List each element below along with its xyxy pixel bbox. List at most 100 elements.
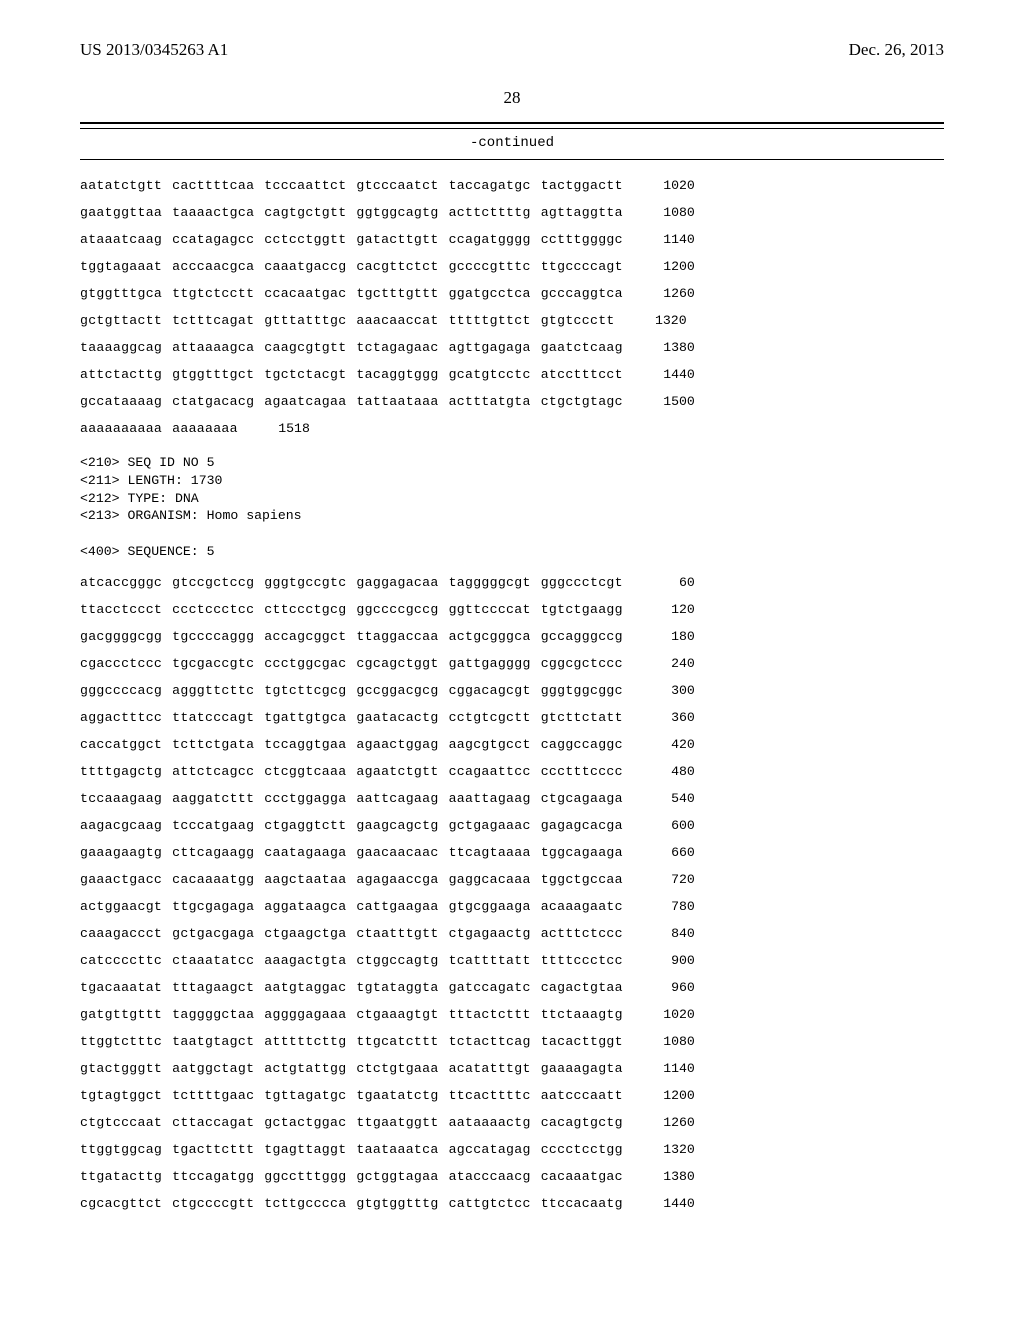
sequence-group: gtggtttgca <box>80 286 162 301</box>
sequence-group: gaggagacaa <box>356 575 438 590</box>
sequence-groups: tgtagtggcttcttttgaactgttagatgctgaatatctg… <box>80 1088 623 1103</box>
sequence-groups: tggtagaaatacccaacgcacaaatgaccgcacgttctct… <box>80 259 623 274</box>
sequence-group: atcaccgggc <box>80 575 162 590</box>
sequence-group: tacacttggt <box>541 1034 623 1049</box>
sequence-group: gaggcacaaa <box>449 872 531 887</box>
sequence-group: taataaatca <box>356 1142 438 1157</box>
sequence-group: caatagaaga <box>264 845 346 860</box>
sequence-group: gctgttactt <box>80 313 162 328</box>
sequence-group: gaaagaagtg <box>80 845 162 860</box>
sequence-group: ttacctccct <box>80 602 162 617</box>
sequence-group: gtactgggtt <box>80 1061 162 1076</box>
sequence-position: 1380 <box>651 340 695 355</box>
sequence-groups: gccataaaagctatgacacgagaatcagaatattaataaa… <box>80 394 623 409</box>
sequence-metadata: <210> SEQ ID NO 5 <211> LENGTH: 1730 <21… <box>80 454 944 561</box>
sequence-group: ggatgcctca <box>449 286 531 301</box>
sequence-row: gaatggttaataaaactgcacagtgctgttggtggcagtg… <box>80 205 944 220</box>
continued-label: -continued <box>80 131 944 160</box>
sequence-position: 960 <box>651 980 695 995</box>
sequence-group: tgttagatgc <box>264 1088 346 1103</box>
sequence-position: 1260 <box>651 1115 695 1130</box>
sequence-group: ggccccgccg <box>356 602 438 617</box>
sequence-group: gaatggttaa <box>80 205 162 220</box>
sequence-group: gtgtggtttg <box>356 1196 438 1211</box>
sequence-group: gtggtttgct <box>172 367 254 382</box>
sequence-row: aagacgcaagtcccatgaagctgaggtcttgaagcagctg… <box>80 818 944 833</box>
sequence-group: aagctaataa <box>264 872 346 887</box>
sequence-row: gctgttactttctttcagatgtttatttgcaaacaaccat… <box>80 313 944 328</box>
sequence-group: tgtataggta <box>356 980 438 995</box>
sequence-group: ctgaggtctt <box>264 818 346 833</box>
sequence-group: aaagactgta <box>264 953 346 968</box>
sequence-group: attctacttg <box>80 367 162 382</box>
sequence-group: gccggacgcg <box>356 683 438 698</box>
sequence-row: aatatctgttcacttttcaatcccaattctgtcccaatct… <box>80 178 944 193</box>
sequence-group: agagaaccga <box>356 872 438 887</box>
sequence-group: ctgagaactg <box>449 926 531 941</box>
sequence-group: gtgtccctt <box>541 313 615 328</box>
sequence-group: aaattagaag <box>449 791 531 806</box>
sequence-group: tcttttgaac <box>172 1088 254 1103</box>
sequence-group: ctgcagaaga <box>541 791 623 806</box>
sequence-group: agaactggag <box>356 737 438 752</box>
sequence-groups: taaaaggcagattaaaagcacaagcgtgtttctagagaac… <box>80 340 623 355</box>
sequence-position: 1080 <box>651 205 695 220</box>
sequence-group: cctcctggtt <box>264 232 346 247</box>
sequence-group: cggacagcgt <box>449 683 531 698</box>
sequence-group: acatatttgt <box>449 1061 531 1076</box>
sequence-row: gtactgggttaatggctagtactgtattggctctgtgaaa… <box>80 1061 944 1076</box>
sequence-group: ccctggagga <box>264 791 346 806</box>
sequence-position: 780 <box>651 899 695 914</box>
sequence-group: cgaccctccc <box>80 656 162 671</box>
sequence-group: tgcgaccgtc <box>172 656 254 671</box>
sequence-group: tgccccaggg <box>172 629 254 644</box>
sequence-groups: tgacaaatattttagaagctaatgtaggactgtataggta… <box>80 980 623 995</box>
sequence-group: gtgcggaaga <box>449 899 531 914</box>
sequence-group: acccaacgca <box>172 259 254 274</box>
page-number: 28 <box>80 88 944 108</box>
sequence-group: tacaggtggg <box>356 367 438 382</box>
sequence-row: ttggtggcagtgacttcttttgagttaggttaataaatca… <box>80 1142 944 1157</box>
sequence-group: ttctaaagtg <box>541 1007 623 1022</box>
sequence-group: taggggctaa <box>172 1007 254 1022</box>
sequence-groups: ctgtcccaatcttaccagatgctactggacttgaatggtt… <box>80 1115 623 1130</box>
sequence-group: atttttcttg <box>264 1034 346 1049</box>
sequence-group: acttcttttg <box>449 205 531 220</box>
sequence-group: ggttccccat <box>449 602 531 617</box>
sequence-block-1: aatatctgttcacttttcaatcccaattctgtcccaatct… <box>80 178 944 436</box>
sequence-position: 360 <box>651 710 695 725</box>
sequence-group: aatggctagt <box>172 1061 254 1076</box>
sequence-group: tattaataaa <box>356 394 438 409</box>
sequence-row: gaaactgacccacaaaatggaagctaataaagagaaccga… <box>80 872 944 887</box>
sequence-row: caaagaccctgctgacgagactgaagctgactaatttgtt… <box>80 926 944 941</box>
sequence-groups: ttttgagctgattctcagccctcggtcaaaagaatctgtt… <box>80 764 623 779</box>
sequence-group: ttgccccagt <box>541 259 623 274</box>
sequence-position: 300 <box>651 683 695 698</box>
sequence-group: gaagcagctg <box>356 818 438 833</box>
sequence-group: ctatgacacg <box>172 394 254 409</box>
sequence-row: cgaccctccctgcgaccgtcccctggcgaccgcagctggt… <box>80 656 944 671</box>
sequence-group: aaggatcttt <box>172 791 254 806</box>
page: US 2013/0345263 A1 Dec. 26, 2013 28 -con… <box>0 0 1024 1320</box>
sequence-group: gattgagggg <box>449 656 531 671</box>
sequence-row: caccatggcttcttctgatatccaggtgaaagaactggag… <box>80 737 944 752</box>
sequence-group: gctgagaaac <box>449 818 531 833</box>
sequence-group: cacagtgctg <box>541 1115 623 1130</box>
sequence-group: tcccatgaag <box>172 818 254 833</box>
sequence-position: 1518 <box>266 421 310 436</box>
sequence-position: 240 <box>651 656 695 671</box>
sequence-row: atcaccgggcgtccgctccggggtgccgtcgaggagacaa… <box>80 575 944 590</box>
sequence-group: gctactggac <box>264 1115 346 1130</box>
sequence-group: tgtagtggct <box>80 1088 162 1103</box>
sequence-group: aaacaaccat <box>356 313 438 328</box>
sequence-group: ctgaaagtgt <box>356 1007 438 1022</box>
sequence-row: tccaaagaagaaggatctttccctggaggaaattcagaag… <box>80 791 944 806</box>
sequence-groups: aggactttccttatcccagttgattgtgcagaatacactg… <box>80 710 623 725</box>
sequence-group: ttccagatgg <box>172 1169 254 1184</box>
sequence-position: 1020 <box>651 1007 695 1022</box>
sequence-position: 1140 <box>651 1061 695 1076</box>
sequence-group: ttggtctttc <box>80 1034 162 1049</box>
sequence-row: attctacttggtggtttgcttgctctacgttacaggtggg… <box>80 367 944 382</box>
sequence-group: gcatgtcctc <box>449 367 531 382</box>
sequence-row: ttggtctttctaatgtagctatttttcttgttgcatcttt… <box>80 1034 944 1049</box>
